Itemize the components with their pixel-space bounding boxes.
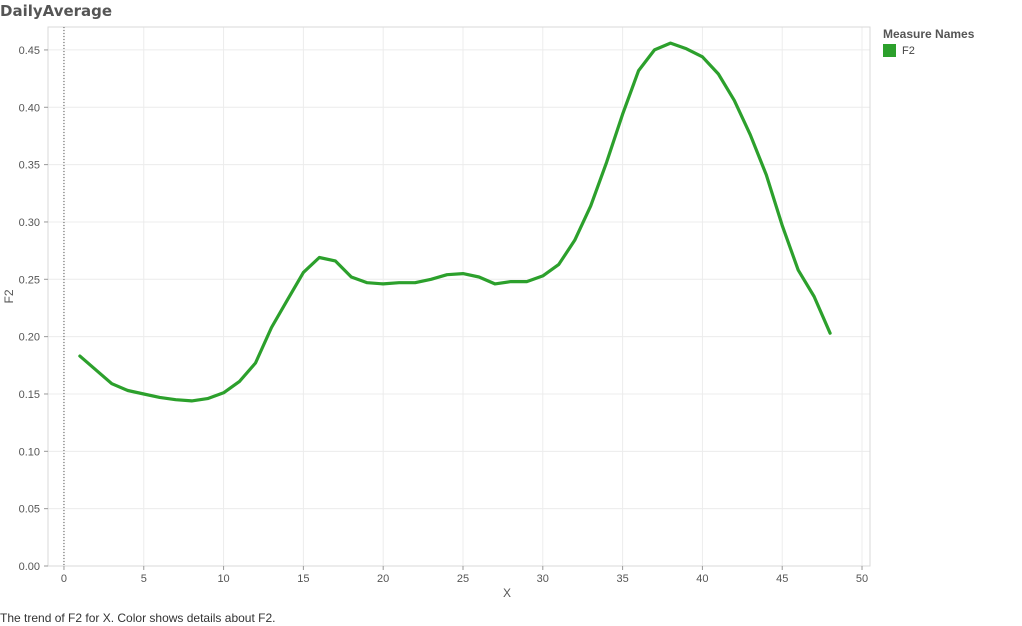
x-tick-label: 0 xyxy=(61,573,67,585)
legend-swatch xyxy=(883,44,896,57)
x-tick-label: 15 xyxy=(297,573,309,585)
x-tick-label: 30 xyxy=(537,573,549,585)
series-line-f2 xyxy=(78,41,832,403)
y-tick-label: 0.30 xyxy=(19,217,40,229)
x-tick-label: 35 xyxy=(616,573,628,585)
x-tick-label: 40 xyxy=(696,573,708,585)
legend[interactable]: Measure Names F2 xyxy=(883,27,974,57)
x-tick-label: 25 xyxy=(457,573,469,585)
y-tick-label: 0.45 xyxy=(19,45,40,57)
y-tick-label: 0.20 xyxy=(19,332,40,344)
y-tick-label: 0.25 xyxy=(19,274,40,286)
x-tick-label: 20 xyxy=(377,573,389,585)
x-tick-label: 50 xyxy=(856,573,868,585)
y-tick-label: 0.00 xyxy=(19,561,40,573)
y-tick-label: 0.35 xyxy=(19,160,40,172)
chart-title: DailyAverage xyxy=(0,2,113,20)
legend-title: Measure Names xyxy=(883,27,975,41)
legend-item-f2[interactable]: F2 xyxy=(883,44,974,57)
x-tick-label: 10 xyxy=(217,573,229,585)
x-tick-label: 45 xyxy=(776,573,788,585)
y-tick-label: 0.10 xyxy=(19,446,40,458)
plot-frame xyxy=(47,26,871,567)
legend-item-label: F2 xyxy=(902,44,915,57)
x-tick-label: 5 xyxy=(141,573,147,585)
y-tick-label: 0.40 xyxy=(19,102,40,114)
y-axis-label: F2 xyxy=(2,289,16,303)
y-tick-label: 0.15 xyxy=(19,389,40,401)
chart-caption: The trend of F2 for X. Color shows detai… xyxy=(0,611,276,625)
y-tick-label: 0.05 xyxy=(19,504,40,516)
x-axis-label: X xyxy=(503,586,511,600)
